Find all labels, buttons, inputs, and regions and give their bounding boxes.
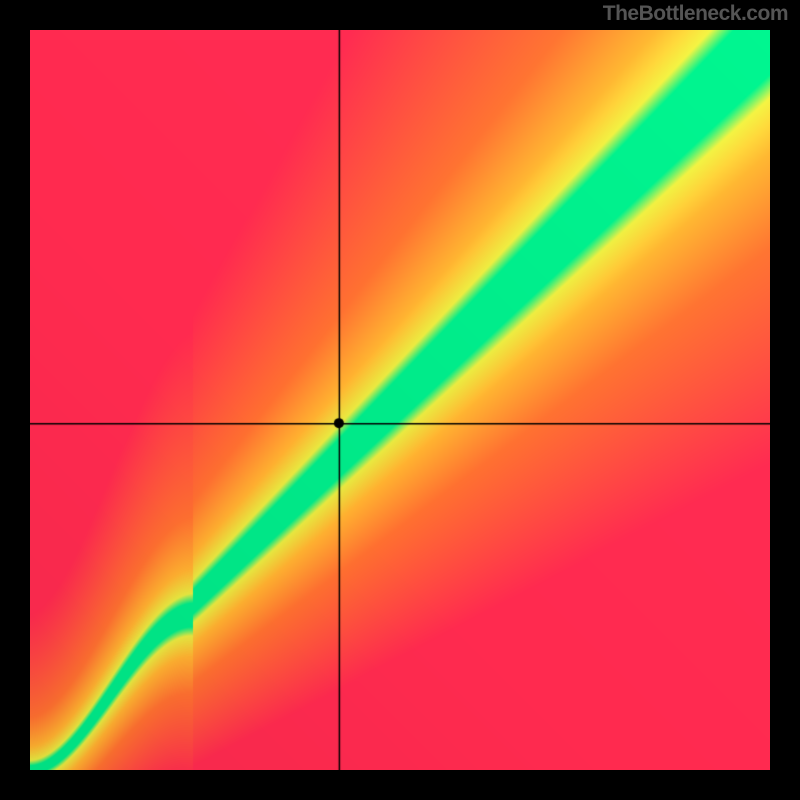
bottleneck-heatmap <box>30 30 770 770</box>
watermark-text: TheBottleneck.com <box>603 2 788 26</box>
chart-container: TheBottleneck.com <box>0 0 800 800</box>
